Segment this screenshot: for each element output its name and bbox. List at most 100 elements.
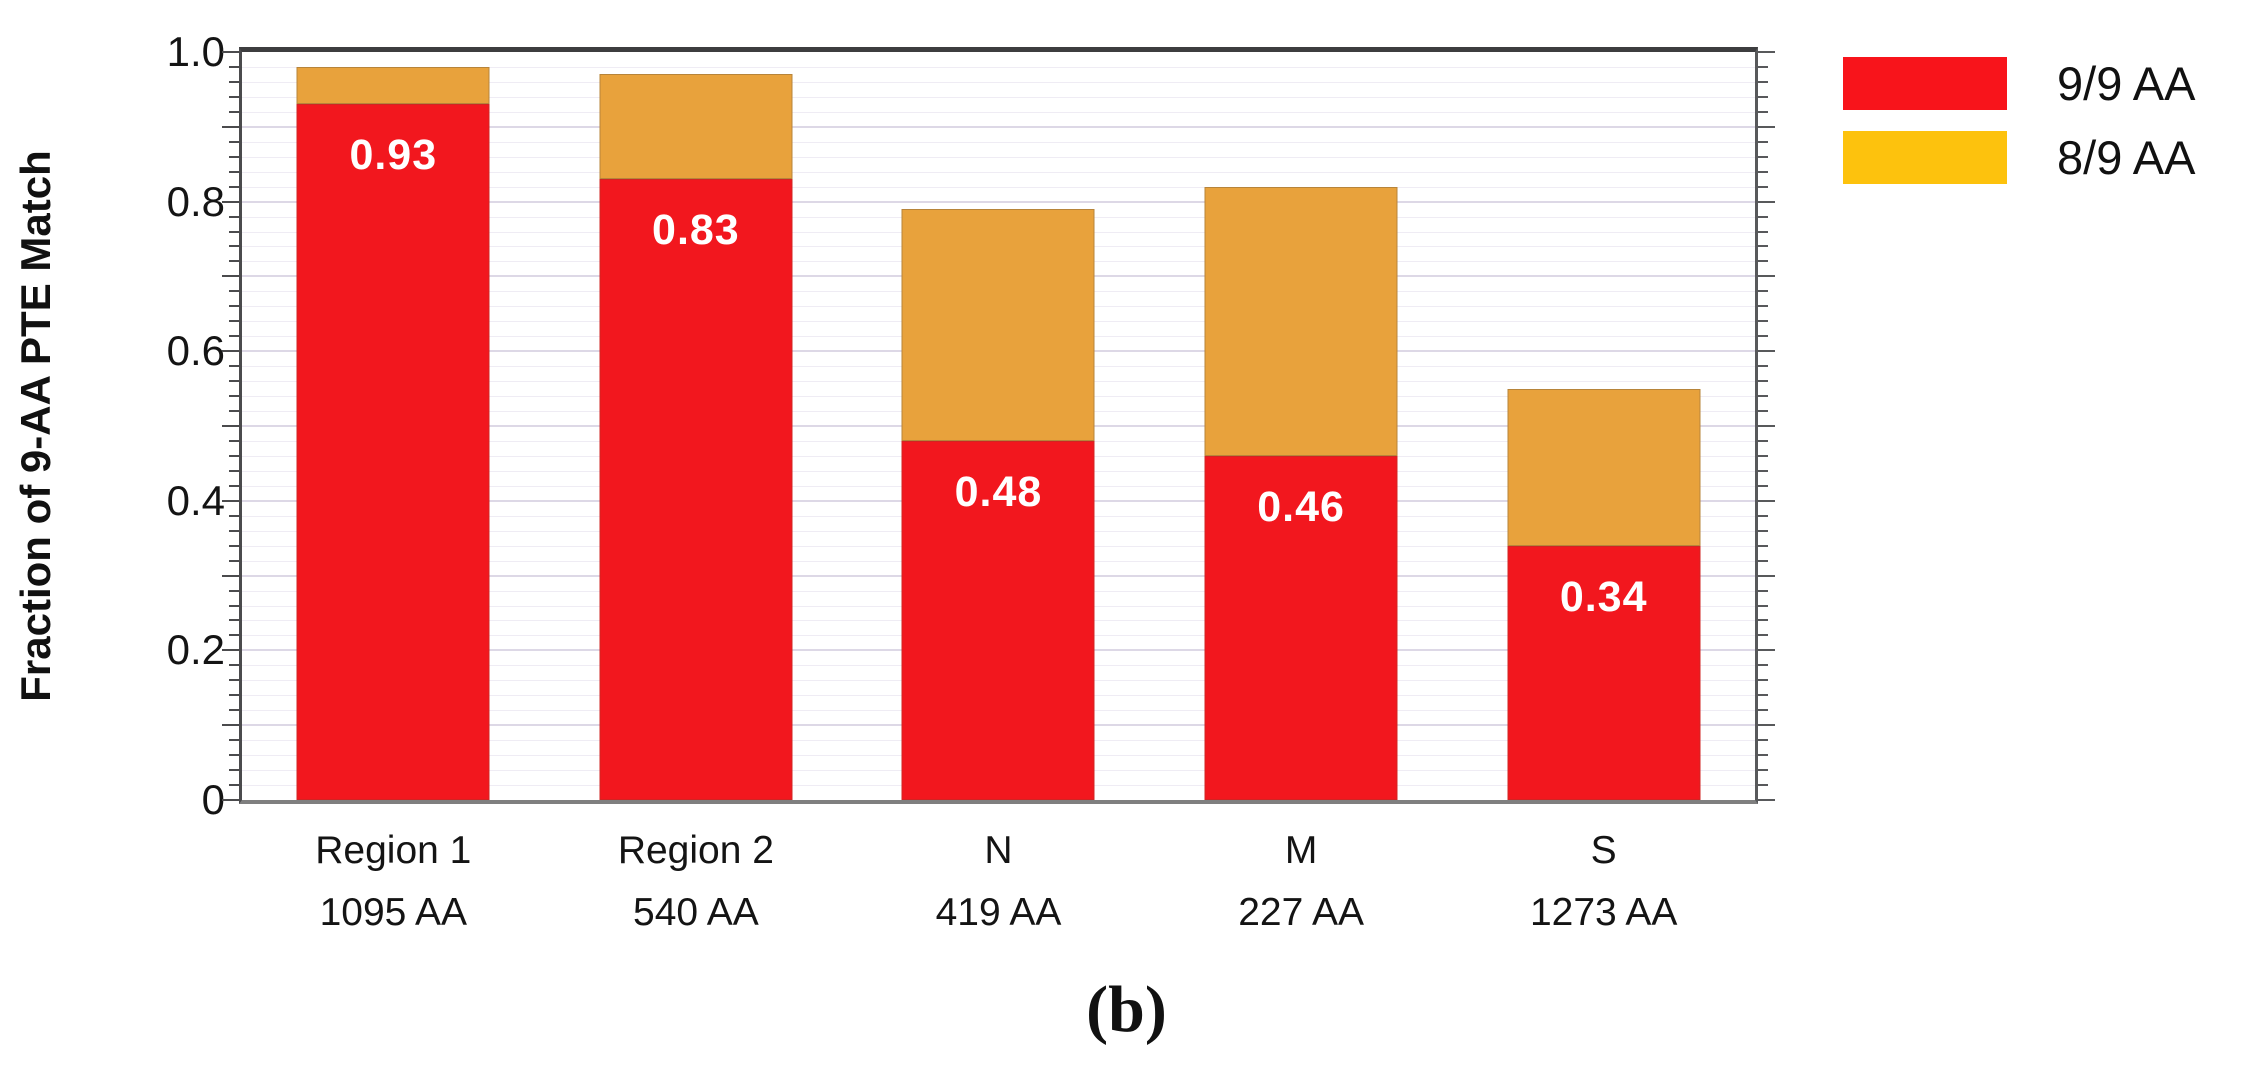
left-major-tick — [222, 350, 239, 353]
left-minor-tick — [229, 380, 239, 383]
x-category-count: 227 AA — [1238, 891, 1364, 934]
minor-gridline — [242, 171, 1755, 173]
right-major-tick — [1758, 350, 1775, 353]
left-minor-tick — [229, 80, 239, 83]
right-minor-tick — [1758, 694, 1768, 697]
bars-container: 0.93 0.83 0.48 0.46 0.34 — [242, 52, 1755, 800]
right-minor-tick — [1758, 589, 1768, 592]
left-minor-tick — [229, 559, 239, 562]
left-minor-tick — [229, 589, 239, 592]
right-major-tick — [1758, 51, 1775, 53]
y-tick-label: 0.6 — [166, 327, 225, 375]
right-minor-tick — [1758, 410, 1768, 413]
right-minor-tick — [1758, 395, 1768, 398]
right-minor-tick — [1758, 754, 1768, 757]
left-major-tick — [222, 649, 239, 652]
left-minor-tick — [229, 619, 239, 622]
y-tick-label: 1.0 — [166, 28, 225, 75]
right-minor-tick — [1758, 559, 1768, 562]
left-minor-tick — [229, 95, 239, 98]
minor-gridline — [242, 186, 1755, 188]
minor-gridline — [242, 81, 1755, 83]
segment-8of9 — [1204, 186, 1398, 456]
left-minor-tick — [229, 679, 239, 682]
left-major-tick — [222, 275, 239, 278]
segment-9of9: 0.46 — [1204, 455, 1398, 800]
minor-gridline — [242, 141, 1755, 143]
left-minor-tick — [229, 439, 239, 442]
legend-label-9of9: 9/9 AA — [2057, 57, 2196, 110]
left-minor-tick — [229, 664, 239, 667]
right-minor-tick — [1758, 709, 1768, 712]
left-minor-tick — [229, 454, 239, 457]
bar-category: 0.48 — [847, 52, 1150, 800]
right-minor-tick — [1758, 245, 1768, 248]
left-minor-tick — [229, 514, 239, 517]
bar-value-label: 0.48 — [954, 467, 1043, 516]
right-minor-tick — [1758, 439, 1768, 442]
legend-swatch-red-icon — [1843, 57, 2007, 110]
right-minor-tick — [1758, 634, 1768, 637]
left-minor-tick — [229, 110, 239, 113]
left-minor-tick — [229, 544, 239, 547]
legend-swatch-yellow-icon — [1843, 131, 2007, 184]
x-tick-labels: Region 1 1095 AA Region 2 540 AA N 419 AA M 227… — [242, 820, 1755, 944]
y-tick-label: 0.2 — [166, 626, 225, 674]
x-category-name: S — [1590, 829, 1617, 872]
left-minor-tick — [229, 335, 239, 338]
left-minor-tick — [229, 245, 239, 248]
left-minor-tick — [229, 769, 239, 772]
right-minor-tick — [1758, 155, 1768, 158]
segment-8of9 — [1507, 388, 1701, 546]
left-minor-tick — [229, 754, 239, 757]
legend-label-8of9: 8/9 AA — [2057, 131, 2196, 184]
left-minor-tick — [229, 365, 239, 368]
left-minor-tick — [229, 155, 239, 158]
bar-value-label: 0.83 — [652, 206, 740, 255]
left-minor-tick — [229, 469, 239, 472]
minor-gridline — [242, 96, 1755, 98]
right-minor-tick — [1758, 604, 1768, 607]
bar-category: 0.46 — [1150, 52, 1453, 800]
bar-category: 0.83 — [545, 52, 848, 800]
x-category-name: M — [1284, 829, 1318, 872]
axis-ticks — [222, 51, 1775, 801]
segment-9of9: 0.48 — [901, 440, 1095, 800]
legend-item-8of9: 8/9 AA — [1843, 130, 2196, 185]
minor-gridline — [242, 156, 1755, 158]
x-category-name: Region 2 — [617, 829, 774, 872]
left-minor-tick — [229, 230, 239, 233]
left-minor-tick — [229, 604, 239, 607]
right-major-tick — [1758, 799, 1775, 801]
right-minor-tick — [1758, 679, 1768, 682]
minor-gridline — [242, 111, 1755, 113]
bar-category: 0.34 — [1452, 52, 1755, 800]
y-tick-labels: 0 0.2 0.4 0.6 0.8 1.0 — [0, 0, 225, 1091]
left-minor-tick — [229, 694, 239, 697]
minor-gridline — [242, 66, 1755, 68]
bar-value-label: 0.34 — [1559, 572, 1648, 621]
left-minor-tick — [229, 260, 239, 263]
left-minor-tick — [229, 185, 239, 188]
right-minor-tick — [1758, 290, 1768, 293]
stacked-bar: 0.46 — [1204, 52, 1398, 800]
x-category-name: Region 1 — [315, 829, 472, 872]
left-minor-tick — [229, 410, 239, 413]
left-major-tick — [222, 200, 239, 203]
right-minor-tick — [1758, 335, 1768, 338]
left-minor-tick — [229, 290, 239, 293]
right-major-tick — [1758, 649, 1775, 652]
right-major-tick — [1758, 425, 1775, 427]
left-major-tick — [222, 799, 239, 801]
left-minor-tick — [229, 65, 239, 68]
segment-9of9: 0.93 — [296, 104, 490, 800]
right-major-tick — [1758, 275, 1775, 278]
x-category-label: Region 1 1095 AA — [242, 820, 545, 944]
right-minor-tick — [1758, 305, 1768, 308]
plot-area: 0.93 0.83 0.48 0.46 0.34 — [222, 47, 1775, 804]
segment-8of9 — [901, 209, 1095, 441]
stacked-bar: 0.48 — [901, 52, 1095, 800]
right-minor-tick — [1758, 230, 1768, 233]
legend-item-9of9: 9/9 AA — [1843, 56, 2196, 111]
